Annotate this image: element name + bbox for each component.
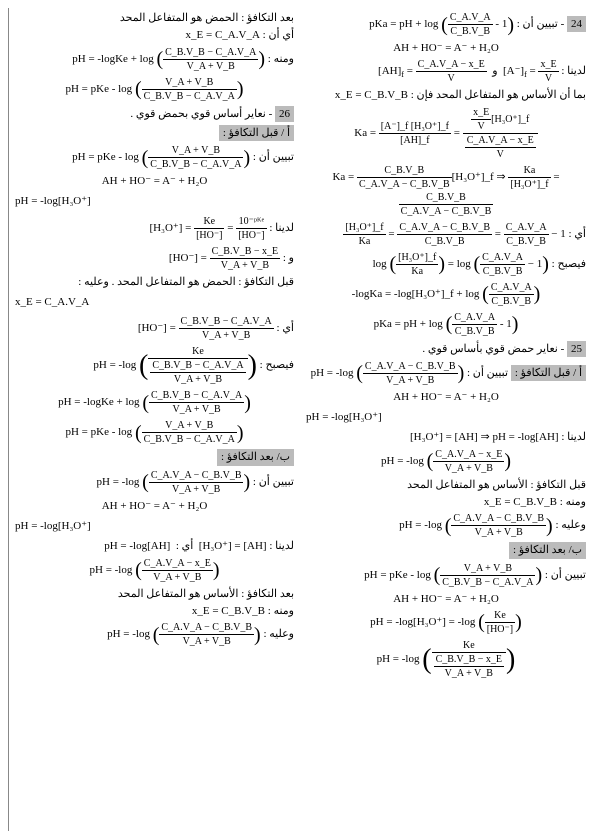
q26-ph5: pH = -log (C_A.V_A − x_EV_A + V_B) <box>15 557 294 584</box>
q25-ph4: pH = -log (KeC_B.V_B − x_EV_A + V_B) <box>306 639 586 680</box>
q26-fyusbih: فيصبح : pH = -log (KeC_B.V_B − C_A.V_AV_… <box>15 345 294 386</box>
q26-pke2: pH = pKe - log (V_A + V_BC_B.V_B − C_A.V… <box>15 419 294 446</box>
q26-waminhu: ومنه : x_E = C_B.V_B <box>15 604 294 618</box>
q24-ka: Ka = [A⁻]_f [H₃O⁺]_f[AH]_f = x_EV[H₃O⁺]_… <box>306 106 586 161</box>
column-right: 24 - تبيين أن : pKa = pH + log (C_A.V_AC… <box>300 8 592 831</box>
q25-react2: AH + HO⁻ = A⁻ + H₂O <box>306 592 586 606</box>
q25-react: AH + HO⁻ = A⁻ + H₂O <box>306 390 586 404</box>
q26-xe: x_E = C_A.V_A <box>15 295 89 309</box>
q25-phlog3: pH = -log[H₃O⁺] = -log (Ke[HO⁻]) <box>306 609 586 636</box>
q26-phlog: pH = -log[H₃O⁺] <box>15 194 91 208</box>
q24-ladina: لدينا : [A⁻]f = x_EV و [AH]f = C_A.V_A −… <box>306 58 586 85</box>
q26-ph3: pH = -logKe + log (C_B.V_B − C_A.V_AV_A … <box>15 389 294 416</box>
q25-sub-a: أ / قبل التكافؤ : تبيين أن : pH = -log (… <box>306 360 586 387</box>
top-ay: أي أن : x_E = C_A.V_A <box>15 28 294 42</box>
q26-phlog2: pH = -log[H₃O⁺] <box>15 519 91 533</box>
q25-ph2: pH = -log (C_A.V_A − x_EV_A + V_B) <box>306 448 586 475</box>
q24-mlogka: -logKa = -log[H₃O⁺]_f + log (C_A.V_AC_B.… <box>306 281 586 308</box>
q25-phlog: pH = -log[H₃O⁺] <box>306 410 382 424</box>
q26-ladina: لدينا : [H₃O⁺] = Ke[HO⁻] = 10⁻ᵖᴷᵉ[HO⁻] <box>15 215 294 242</box>
q26-tabyeen: تبيين أن : pH = pKe - log (V_A + V_BC_B.… <box>15 144 294 171</box>
q26-baad: بعد التكافؤ : الأساس هو المتفاعل المحد <box>15 587 294 601</box>
q25-tabyeen2: تبيين أن : pH = pKe - log (V_A + V_BC_B.… <box>306 562 586 589</box>
q24-react: AH + HO⁻ = A⁻ + H₂O <box>306 41 586 55</box>
q26-title: 26 - نعاير أساس قوي بحمض قوي . <box>15 106 294 122</box>
q26-sub-a: أ / قبل التكافؤ : <box>15 125 294 141</box>
q24-fyusbih: فيصبح : log ([H₃O⁺]_fKa) = log (C_A.V_AC… <box>306 251 586 278</box>
q26-react2: AH + HO⁻ = A⁻ + H₂O <box>15 499 294 513</box>
q24-xe-line: بما أن الأساس هو المتفاعل المحد فإن : x_… <box>306 88 586 102</box>
top-pke: pH = pKe - log (V_A + V_BC_B.V_B − C_A.V… <box>15 76 294 103</box>
q25-waalayh: وعليه : pH = -log (C_A.V_A − C_B.V_BV_A … <box>306 512 586 539</box>
q25-title: 25 - نعاير حمض قوي بأساس قوي . <box>306 341 586 357</box>
q24-ka3: Ka = C_B.V_BC_A.V_A − C_B.V_B[H₃O⁺]_f ⇒ … <box>306 164 586 218</box>
q24-eq1: pKa = pH + log (C_A.V_AC_B.V_B - 1) <box>369 11 514 38</box>
column-left: بعد التكافؤ : الحمض هو المتفاعل المحد أي… <box>8 8 300 831</box>
q26-react: AH + HO⁻ = A⁻ + H₂O <box>15 174 294 188</box>
q26-wa: و : [HO⁻] = C_B.V_B − x_EV_A + V_B <box>15 245 294 272</box>
top-ph1: ومنه : pH = -logKe + log (C_B.V_B − C_A.… <box>15 46 294 73</box>
q24-ay: أي : [H₃O⁺]_fKa = C_A.V_A − C_B.V_BC_B.V… <box>306 221 586 248</box>
q26-ladina2: لدينا : [H₃O⁺] = [AH] أي : pH = -log[AH] <box>15 539 294 553</box>
q26-ay: أي : [HO⁻] = C_B.V_B − C_A.V_AV_A + V_B <box>15 315 294 342</box>
q26-tabyeen2: تبيين أن : pH = -log (C_A.V_A − C_B.V_BV… <box>15 469 294 496</box>
q24-pka2: pKa = pH + log (C_A.V_AC_B.V_B - 1) <box>306 311 586 338</box>
q25-waminhu: ومنه : x_E = C_B.V_B <box>306 495 586 509</box>
top-baad: بعد التكافؤ : الحمض هو المتفاعل المحد <box>15 11 294 25</box>
q26-qabl: قبل التكافؤ : الحمض هو المتفاعل المحد . … <box>15 275 294 289</box>
q25-ladina: لدينا : [H₃O⁺] = [AH] ⇒ pH = -log[AH] <box>306 430 586 444</box>
q25-qabl: قبل التكافؤ : الأساس هو المتفاعل المحد <box>306 478 586 492</box>
q26-sub-b: ب/ بعد التكافؤ : <box>15 449 294 465</box>
q26-waalayh: وعليه : pH = -log (C_A.V_A − C_B.V_BV_A … <box>15 621 294 648</box>
q24-intro: 24 - تبيين أن : pKa = pH + log (C_A.V_AC… <box>306 11 586 38</box>
q25-sub-b: ب/ بعد التكافؤ : <box>306 542 586 558</box>
